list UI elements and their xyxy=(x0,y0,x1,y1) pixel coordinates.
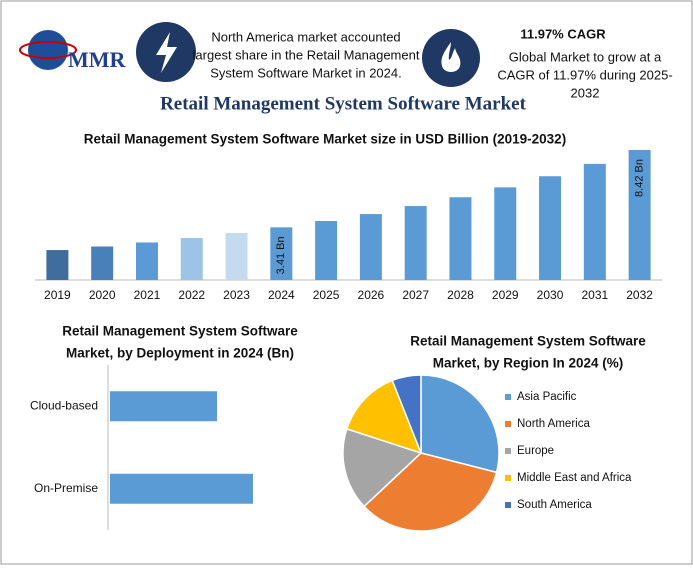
bar xyxy=(180,238,203,280)
legend-label: North America xyxy=(517,418,590,430)
y-tick-label: On-Premise xyxy=(34,481,98,495)
bar xyxy=(539,176,562,280)
info-text: North America market accounted xyxy=(211,29,400,44)
x-tick-label: 2032 xyxy=(626,288,653,302)
bar xyxy=(110,391,218,422)
bar xyxy=(315,221,338,280)
info-text: 2032 xyxy=(571,85,600,100)
main-title: Retail Management System Software Market xyxy=(160,93,527,114)
bar xyxy=(135,242,158,280)
pie-slice xyxy=(391,374,422,454)
bar xyxy=(494,187,517,280)
info-text: CAGR of 11.97% during 2025- xyxy=(497,67,672,82)
y-tick-label: Cloud-based xyxy=(30,398,98,412)
chart-title: Market, by Region In 2024 (%) xyxy=(433,356,624,371)
x-tick-label: 2031 xyxy=(581,288,608,302)
bar xyxy=(628,150,651,280)
chart-title: Retail Management System Software Market… xyxy=(84,132,566,147)
info-text: largest share in the Retail Management xyxy=(193,47,420,62)
x-tick-label: 2023 xyxy=(223,288,250,302)
info-text: Global Market to grow at a xyxy=(509,49,662,64)
bar xyxy=(404,206,427,280)
x-tick-label: 2019 xyxy=(44,288,71,302)
x-tick-label: 2020 xyxy=(89,288,116,302)
x-tick-label: 2021 xyxy=(134,288,161,302)
chart-title: Retail Management System Software xyxy=(410,334,646,349)
x-tick-label: 2029 xyxy=(492,288,519,302)
legend-swatch xyxy=(505,421,511,427)
x-tick-label: 2024 xyxy=(268,288,295,302)
x-tick-label: 2022 xyxy=(178,288,205,302)
bar xyxy=(270,227,293,280)
logo-globe xyxy=(28,30,68,70)
x-tick-label: 2026 xyxy=(358,288,385,302)
bar xyxy=(91,246,114,280)
flame xyxy=(441,42,461,72)
pie-slice xyxy=(363,452,498,532)
bar xyxy=(583,163,606,280)
legend-label: Middle East and Africa xyxy=(517,472,632,484)
logo-orbit xyxy=(19,41,77,59)
bar xyxy=(110,473,253,504)
x-tick-label: 2027 xyxy=(402,288,429,302)
bar xyxy=(46,250,69,280)
value-label: 8.42 Bn xyxy=(634,159,646,197)
bar xyxy=(225,232,248,280)
legend-swatch xyxy=(505,448,511,454)
pie-slice xyxy=(420,374,500,474)
cagr-title: 11.97% CAGR xyxy=(520,26,606,41)
legend-label: Europe xyxy=(517,445,554,457)
legend-swatch xyxy=(505,394,511,400)
logo-text: MMR xyxy=(68,47,127,72)
bolt xyxy=(156,32,177,73)
chart-title: Market, by Deployment in 2024 (Bn) xyxy=(66,346,294,361)
legend-swatch xyxy=(505,475,511,481)
legend-label: Asia Pacific xyxy=(517,391,577,403)
pie-slice xyxy=(342,427,423,508)
value-label: 3.41 Bn xyxy=(275,236,287,274)
bar xyxy=(449,197,472,280)
chart-title: Retail Management System Software xyxy=(62,324,298,339)
pie-slice xyxy=(345,379,423,455)
bar xyxy=(359,214,382,280)
legend-swatch xyxy=(505,502,511,508)
legend-label: South America xyxy=(517,499,592,511)
x-tick-label: 2028 xyxy=(447,288,474,302)
info-text: System Software Market in 2024. xyxy=(210,65,401,80)
x-tick-label: 2030 xyxy=(537,288,564,302)
x-tick-label: 2025 xyxy=(313,288,340,302)
